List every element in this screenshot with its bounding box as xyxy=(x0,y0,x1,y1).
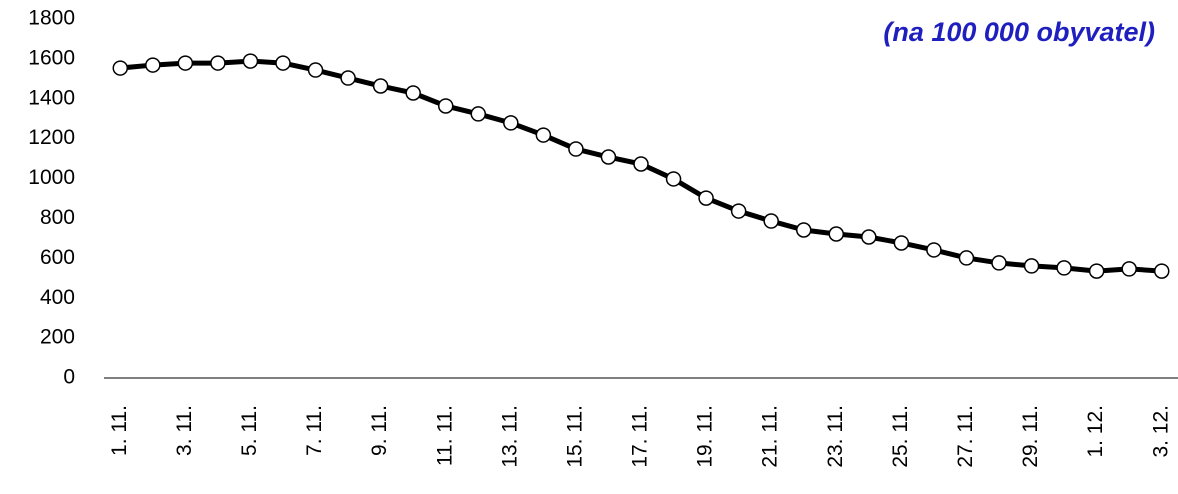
marker xyxy=(112,60,129,76)
y-tick-label: 0 xyxy=(63,366,75,389)
marker xyxy=(437,98,454,114)
marker xyxy=(991,255,1007,271)
marker xyxy=(795,222,812,238)
marker xyxy=(275,55,291,71)
marker xyxy=(1056,260,1072,276)
x-tick-label: 29. 11. xyxy=(1019,405,1042,468)
y-tick-label: 1200 xyxy=(28,126,75,149)
marker xyxy=(633,156,649,172)
marker xyxy=(470,106,487,122)
x-tick-label: 23. 11. xyxy=(824,405,847,468)
marker xyxy=(665,171,682,187)
y-tick-label: 1000 xyxy=(28,166,75,189)
marker xyxy=(405,85,421,101)
marker xyxy=(1088,263,1105,279)
x-tick-label: 11. 11. xyxy=(433,405,456,466)
marker xyxy=(730,203,747,219)
marker xyxy=(307,62,324,78)
marker xyxy=(568,141,584,157)
x-tick-label: 3. 12. xyxy=(1149,405,1172,458)
marker xyxy=(210,55,226,71)
marker xyxy=(926,242,942,258)
x-tick-label: 9. 11. xyxy=(368,405,391,456)
marker xyxy=(1023,258,1040,274)
y-tick-label: 200 xyxy=(40,326,75,349)
marker xyxy=(1153,263,1170,279)
marker xyxy=(861,229,877,245)
chart-subtitle: (na 100 000 obyvatel) xyxy=(883,17,1155,47)
x-tick-label: 3. 11. xyxy=(173,405,196,456)
marker xyxy=(1121,261,1137,277)
y-tick-label: 1400 xyxy=(28,86,75,109)
x-tick-label: 13. 11. xyxy=(498,405,521,468)
marker xyxy=(698,190,714,206)
marker xyxy=(535,127,552,143)
marker xyxy=(372,78,389,94)
marker xyxy=(763,213,779,229)
x-tick-label: 27. 11. xyxy=(954,405,977,468)
marker xyxy=(242,53,259,69)
x-tick-label: 25. 11. xyxy=(889,405,912,468)
marker xyxy=(828,226,845,242)
y-tick-label: 400 xyxy=(40,286,75,309)
marker xyxy=(503,115,519,131)
x-tick-label: 5. 11. xyxy=(238,405,261,456)
x-tick-label: 1. 12. xyxy=(1084,405,1107,458)
y-tick-label: 800 xyxy=(40,206,75,229)
y-tick-label: 1800 xyxy=(28,7,75,30)
marker xyxy=(893,235,910,251)
x-tick-label: 7. 11. xyxy=(303,405,326,456)
y-tick-label: 1600 xyxy=(28,46,75,69)
marker xyxy=(340,70,356,86)
marker xyxy=(177,55,194,71)
marker xyxy=(145,57,161,73)
x-tick-label: 19. 11. xyxy=(694,405,717,468)
x-tick-label: 1. 11. xyxy=(108,405,131,456)
marker xyxy=(958,250,975,266)
x-tick-label: 17. 11. xyxy=(629,405,652,468)
x-tick-label: 15. 11. xyxy=(563,405,586,468)
y-tick-label: 600 xyxy=(40,246,75,269)
marker xyxy=(600,149,617,165)
x-tick-label: 21. 11. xyxy=(759,405,782,468)
